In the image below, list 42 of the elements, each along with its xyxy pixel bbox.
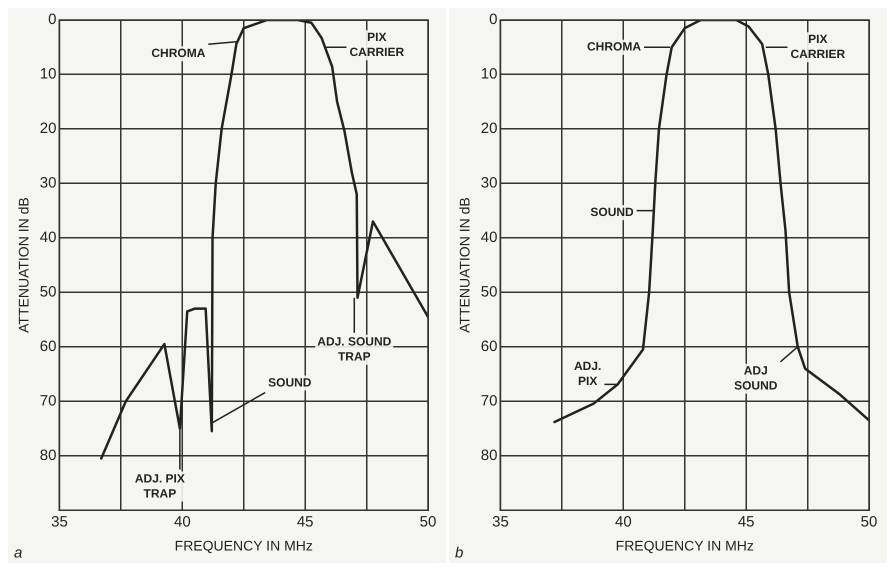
y-tick-label: 70 [40,392,56,410]
y-tick-label: 10 [480,66,498,83]
x-tick-label: 50 [860,513,878,530]
y-tick-label: 0 [489,11,498,28]
y-tick-label: 40 [480,229,498,246]
annotation: ADJ SOUND [734,364,778,393]
annotation: CHROMA [587,40,642,54]
y-tick-label: 80 [40,446,56,464]
x-tick-label: 45 [738,513,755,530]
y-tick-label: 10 [40,66,56,83]
annotation: ADJ. PIX TRAP [134,471,185,500]
annotation: PIX CARRIER [349,30,404,60]
x-tick-label: 40 [174,513,191,530]
y-tick-label: 70 [480,392,498,410]
x-tick-label: 50 [420,513,436,530]
x-axis-title: FREQUENCY IN MHz [174,537,313,554]
text: a [14,544,22,562]
y-tick-label: 60 [40,338,56,355]
annotation: CHROMA [151,46,206,60]
annotation: ADJ. PIX [574,359,602,388]
annotation: SOUND [268,375,312,390]
y-tick-label: 30 [40,174,56,192]
y-tick-label: 80 [480,446,498,464]
y-tick-label: 50 [480,283,498,300]
x-tick-label: 40 [614,513,632,530]
y-axis-title: ATTENUATION IN dB [456,197,472,333]
y-tick-label: 20 [480,120,498,138]
annotation: ADJ. SOUND TRAP [317,334,392,364]
text: b [455,544,464,562]
x-axis-title: FREQUENCY IN MHz [616,537,754,554]
x-tick-label: 35 [492,513,509,530]
annotation: SOUND [590,204,634,219]
y-axis-title: ATTENUATION IN dB [15,197,32,333]
x-tick-label: 45 [296,513,314,530]
y-tick-label: 50 [40,283,56,300]
y-tick-label: 40 [40,229,56,246]
y-tick-label: 0 [48,11,56,28]
y-tick-label: 30 [480,174,498,192]
x-tick-label: 35 [51,513,68,530]
y-tick-label: 60 [480,338,498,355]
annotation: PIX CARRIER [790,32,846,62]
y-tick-label: 20 [40,120,56,138]
